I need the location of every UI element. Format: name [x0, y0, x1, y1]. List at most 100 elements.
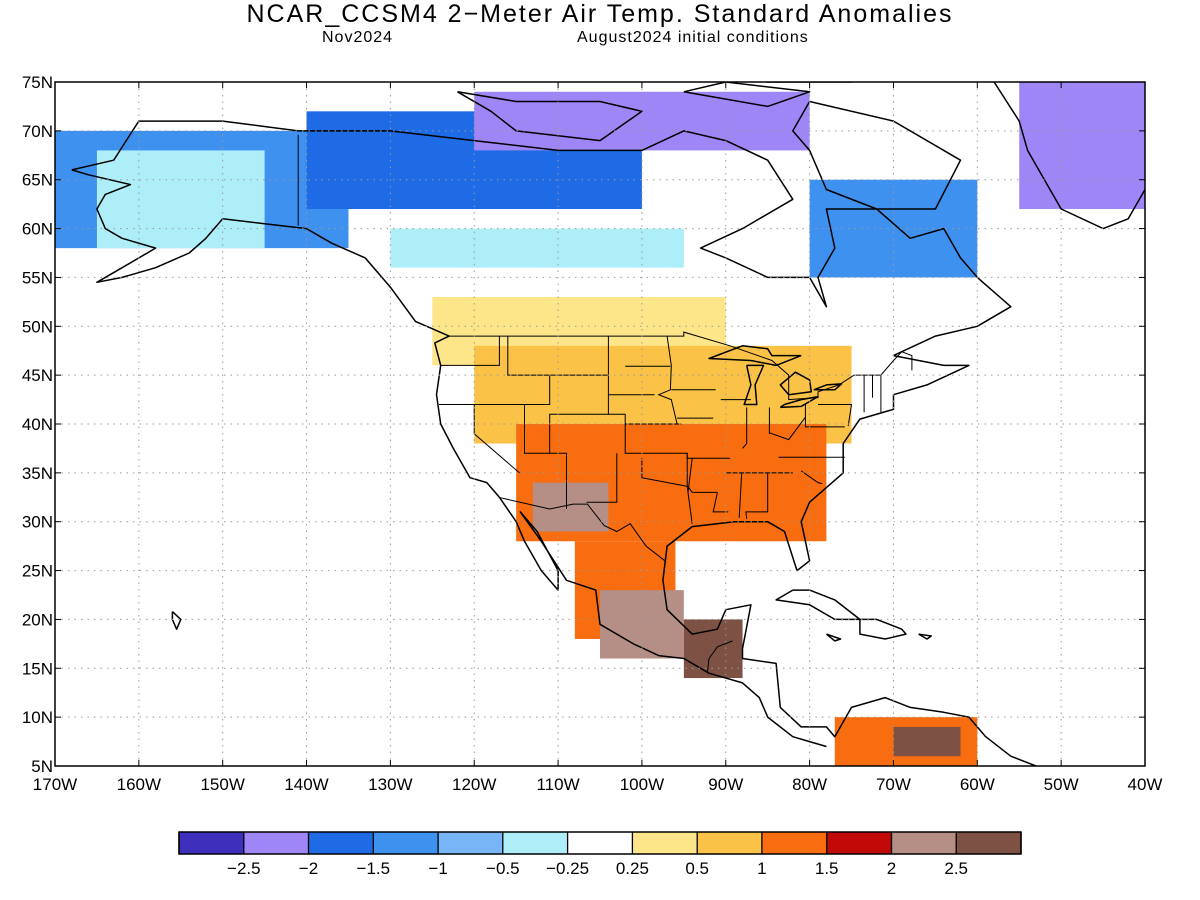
anomaly-region [96, 150, 265, 249]
political-border [706, 640, 733, 674]
colorbar-label: −1.5 [357, 859, 391, 878]
colorbar-label: −0.5 [486, 859, 520, 878]
initial-conditions: August2024 initial conditions [577, 29, 809, 46]
political-border [549, 413, 609, 454]
political-border [742, 407, 748, 449]
coastline [991, 82, 1145, 230]
lon-label: 150W [200, 775, 244, 794]
lon-label: 120W [452, 775, 496, 794]
colorbar-swatch [826, 832, 892, 854]
axes: 75N 70N 65N 60N 55N 50N 45N 40N 35N 30N 25N 20N 15N 1… [22, 73, 1163, 794]
lat-label: 70N [22, 122, 53, 141]
colorbar-swatch [179, 832, 245, 854]
anomaly-region [390, 228, 684, 268]
lon-label: 40W [1128, 775, 1163, 794]
lon-label: 140W [284, 775, 328, 794]
coastline [775, 589, 861, 621]
lon-label: 170W [33, 775, 77, 794]
coastline [171, 611, 182, 630]
lat-label: 40N [22, 415, 53, 434]
lat-label: 35N [22, 464, 53, 483]
political-border [524, 404, 567, 509]
lon-label: 160W [117, 775, 161, 794]
colorbar-label: −0.25 [546, 859, 589, 878]
political-border [738, 472, 743, 518]
lat-label: 65N [22, 171, 53, 190]
lon-label: 70W [876, 775, 911, 794]
political-border [687, 458, 693, 493]
coastline [779, 371, 813, 396]
colorbar-frame [178, 831, 1022, 855]
coastline [813, 383, 843, 391]
colorbar-label: 0.25 [616, 859, 649, 878]
chart-title: NCAR_CCSM4 2−Meter Air Temp. Standard An… [246, 0, 954, 28]
lat-label: 60N [22, 220, 53, 239]
lon-label: 90W [708, 775, 743, 794]
lat-label: 20N [22, 610, 53, 629]
lat-label: 45N [22, 366, 53, 385]
political-border [818, 404, 853, 427]
political-border [686, 453, 693, 524]
colorbar-swatch [632, 832, 698, 854]
political-border [804, 404, 845, 428]
coastline [918, 633, 932, 640]
colorbar-label: −2.5 [227, 859, 261, 878]
lat-label: 75N [22, 73, 53, 92]
coastline [708, 345, 802, 367]
political-border [712, 492, 729, 513]
lat-label: 15N [22, 659, 53, 678]
colorbar: −2.5 −2 −1.5 −1 −0.5 −0.25 0.25 0.5 1 1.5 2 2.5 [178, 831, 1022, 878]
colorbar-swatch [567, 832, 633, 854]
colorbar-label: −2 [299, 859, 318, 878]
anomaly-region [1019, 82, 1145, 210]
colorbar-swatch [373, 832, 439, 854]
coastline [457, 91, 643, 142]
lon-label: 50W [1044, 775, 1079, 794]
political-border [440, 336, 500, 366]
colorbar-swatch [956, 832, 1022, 854]
lat-label: 55N [22, 268, 53, 287]
colorbar-label: 2 [887, 859, 896, 878]
lon-label: 100W [620, 775, 664, 794]
anomaly-region [893, 726, 961, 757]
political-border [449, 331, 913, 401]
lon-label: 110W [536, 775, 579, 794]
colorbar-label: −1 [428, 859, 447, 878]
coastline [683, 82, 811, 108]
coastline [825, 633, 842, 642]
political-border [641, 458, 693, 493]
coastline [743, 364, 765, 406]
colorbar-label: 1 [757, 859, 766, 878]
political-border [498, 496, 667, 563]
lat-label: 10N [22, 708, 53, 727]
lon-label: 60W [960, 775, 995, 794]
lat-label: 30N [22, 513, 53, 532]
political-border [586, 453, 618, 503]
anomaly-region [683, 619, 743, 679]
colorbar-label: 1.5 [815, 859, 839, 878]
lat-label: 5N [31, 757, 53, 776]
anomaly-region [532, 482, 609, 532]
political-border [800, 470, 823, 485]
lat-label: 50N [22, 317, 53, 336]
lon-label: 80W [792, 775, 827, 794]
colorbar-label: 2.5 [944, 859, 968, 878]
coastline [71, 169, 827, 748]
colorbar-swatch [243, 832, 310, 854]
coastline [859, 618, 907, 640]
colorbar-swatch [891, 832, 957, 854]
colorbar-swatch [308, 832, 374, 854]
political-border [769, 416, 806, 441]
colorbar-label: 0.5 [685, 859, 709, 878]
political-border [745, 472, 769, 519]
colorbar-swatch [697, 832, 763, 854]
coastline [761, 82, 852, 83]
political-border [507, 336, 550, 376]
colorbar-swatch [502, 832, 569, 854]
colorbar-swatch [761, 832, 828, 854]
colorbar-swatch [438, 832, 504, 854]
lat-label: 25N [22, 562, 53, 581]
anomaly-region [809, 179, 978, 278]
coastline [792, 100, 962, 210]
